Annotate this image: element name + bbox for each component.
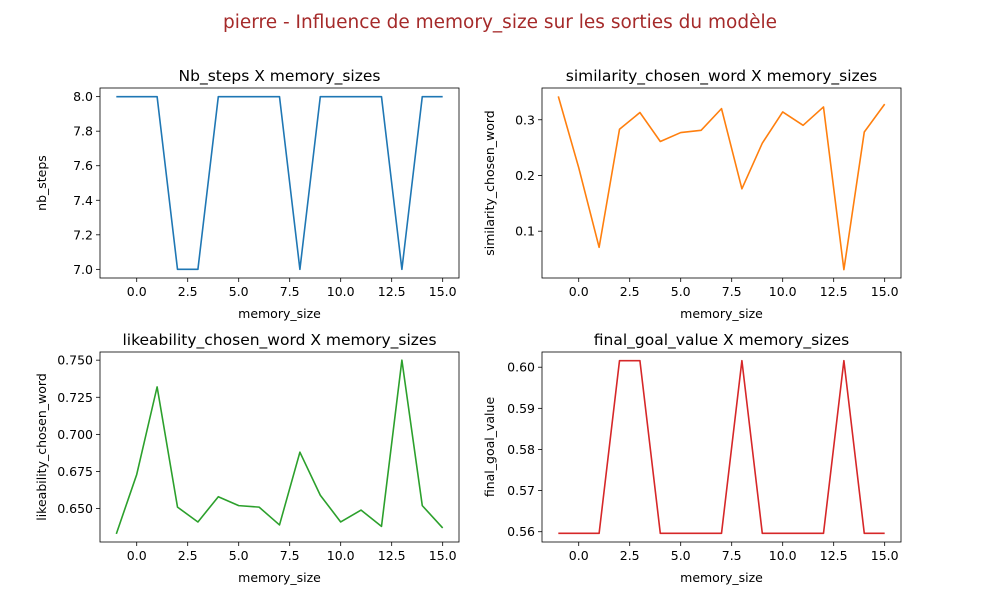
y-tick-label: 0.60 — [507, 360, 535, 375]
series-line — [557, 96, 886, 271]
y-tick-label: 8.0 — [73, 89, 93, 104]
subplot-4: 0.0 2.5 5.0 7.5 10.0 12.5 15.0 0.56 0.57 0.58 0.59… — [482, 331, 902, 585]
x-tick-label: 7.5 — [280, 284, 300, 299]
x-axis-label: memory_size — [238, 570, 321, 585]
x-tick-label: 7.5 — [722, 284, 742, 299]
x-tick-label: 2.5 — [620, 548, 640, 563]
x-tick-label: 7.5 — [280, 548, 300, 563]
y-tick-label: 7.0 — [73, 262, 93, 277]
x-tick-label: 10.0 — [769, 548, 797, 563]
x-tick-label: 15.0 — [429, 284, 457, 299]
x-tick-label: 12.5 — [820, 284, 848, 299]
y-tick-label: 0.2 — [515, 168, 535, 183]
axes-frame — [541, 87, 902, 279]
subplot-title: Nb_steps X memory_sizes — [179, 67, 381, 86]
y-tick-label: 7.4 — [73, 193, 93, 208]
y-tick-label: 0.675 — [57, 464, 93, 479]
x-tick-label: 10.0 — [327, 548, 355, 563]
y-tick-label: 0.56 — [507, 524, 535, 539]
x-tick-label: 5.0 — [229, 284, 249, 299]
x-tick-label: 7.5 — [722, 548, 742, 563]
x-tick-label: 5.0 — [671, 284, 691, 299]
x-tick-label: 0.0 — [127, 284, 147, 299]
figure-suptitle: pierre - Influence de memory_size sur le… — [223, 12, 777, 33]
x-tick-label: 10.0 — [769, 284, 797, 299]
y-tick-label: 0.58 — [507, 442, 535, 457]
x-tick-label: 2.5 — [178, 284, 198, 299]
x-tick-label: 15.0 — [429, 548, 457, 563]
x-axis-label: memory_size — [238, 306, 321, 321]
subplot-title: likeability_chosen_word X memory_sizes — [122, 331, 436, 350]
y-tick-label: 0.3 — [515, 112, 535, 127]
y-axis-label: nb_steps — [34, 155, 49, 211]
axes-frame — [99, 351, 460, 543]
x-tick-label: 5.0 — [671, 548, 691, 563]
x-tick-label: 15.0 — [871, 548, 899, 563]
axes-frame — [541, 351, 902, 543]
y-tick-label: 7.6 — [73, 158, 93, 173]
axes-frame — [99, 87, 460, 279]
x-axis-label: memory_size — [680, 306, 763, 321]
subplot-1: 0.0 2.5 5.0 7.5 10.0 12.5 15.0 7.0 7.2 7.4 7.6 7.8 8… — [34, 67, 460, 321]
y-tick-label: 0.725 — [57, 390, 93, 405]
subplot-2: 0.0 2.5 5.0 7.5 10.0 12.5 15.0 0.1 0.2 0.3 similar… — [482, 67, 902, 321]
x-tick-label: 0.0 — [569, 284, 589, 299]
x-tick-label: 5.0 — [229, 548, 249, 563]
y-tick-label: 0.650 — [57, 501, 93, 516]
y-axis-label: similarity_chosen_word — [482, 110, 497, 255]
y-tick-label: 0.1 — [515, 224, 535, 239]
y-tick-label: 0.700 — [57, 427, 93, 442]
y-tick-label: 0.57 — [507, 483, 535, 498]
subplot-3: 0.0 2.5 5.0 7.5 10.0 12.5 15.0 0.650 0.675 0.700 0… — [34, 331, 460, 585]
y-tick-label: 0.750 — [57, 353, 93, 368]
x-tick-label: 2.5 — [178, 548, 198, 563]
series-line — [116, 95, 443, 271]
x-tick-label: 0.0 — [569, 548, 589, 563]
y-axis-label: final_goal_value — [482, 397, 497, 498]
y-tick-label: 0.59 — [507, 401, 535, 416]
series-line — [558, 359, 885, 535]
subplot-title: final_goal_value X memory_sizes — [594, 331, 849, 350]
y-tick-label: 7.2 — [73, 227, 93, 242]
x-tick-label: 12.5 — [378, 548, 406, 563]
x-tick-label: 12.5 — [378, 284, 406, 299]
y-axis-label: likeability_chosen_word — [34, 373, 49, 521]
x-tick-label: 10.0 — [327, 284, 355, 299]
y-tick-label: 7.8 — [73, 124, 93, 139]
x-tick-label: 2.5 — [620, 284, 640, 299]
x-tick-label: 15.0 — [871, 284, 899, 299]
subplot-title: similarity_chosen_word X memory_sizes — [566, 67, 878, 86]
series-line — [115, 359, 444, 535]
x-axis-label: memory_size — [680, 570, 763, 585]
x-tick-label: 12.5 — [820, 548, 848, 563]
x-tick-label: 0.0 — [127, 548, 147, 563]
